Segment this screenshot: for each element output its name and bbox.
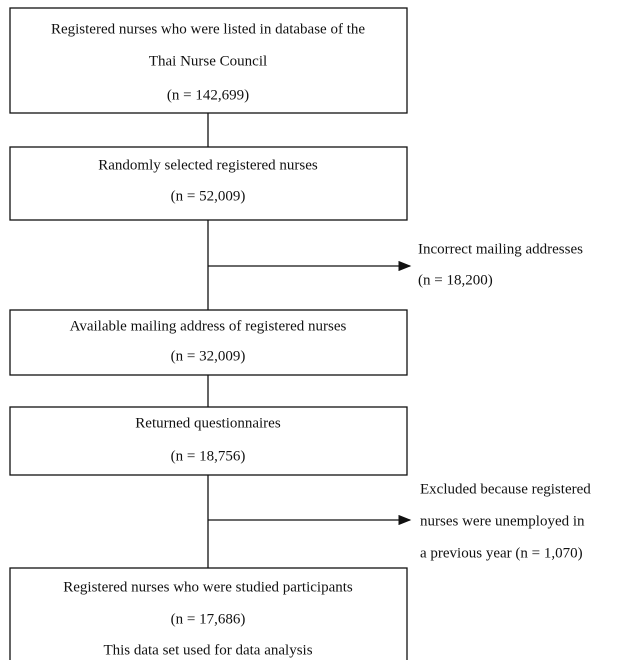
node-text: This data set used for data analysis: [103, 642, 312, 658]
exclusion-text: nurses were unemployed in: [420, 513, 585, 529]
node-text: Registered nurses who were studied parti…: [63, 579, 353, 595]
exclusion-text: Incorrect mailing addresses: [418, 241, 583, 257]
box: [9, 406, 408, 476]
node-text: Randomly selected registered nurses: [98, 157, 318, 173]
box: [9, 567, 408, 665]
exclusion-text: a previous year (n = 1,070): [420, 545, 583, 561]
node-text: (n = 52,009): [171, 188, 246, 204]
node-text: (n = 18,756): [171, 448, 246, 464]
node-text: Thai Nurse Council: [149, 53, 267, 69]
box: [9, 146, 408, 221]
node-text: Returned questionnaires: [135, 415, 281, 431]
node-text: (n = 142,699): [167, 87, 249, 103]
box: [9, 7, 408, 114]
node-text: (n = 32,009): [171, 348, 246, 364]
box: [9, 309, 408, 376]
exclusion-text: (n = 18,200): [418, 272, 493, 288]
node-text: Registered nurses who were listed in dat…: [51, 21, 365, 37]
node-text: (n = 17,686): [171, 611, 246, 627]
node-text: Available mailing address of registered …: [70, 318, 347, 334]
exclusion-text: Excluded because registered: [420, 481, 591, 497]
